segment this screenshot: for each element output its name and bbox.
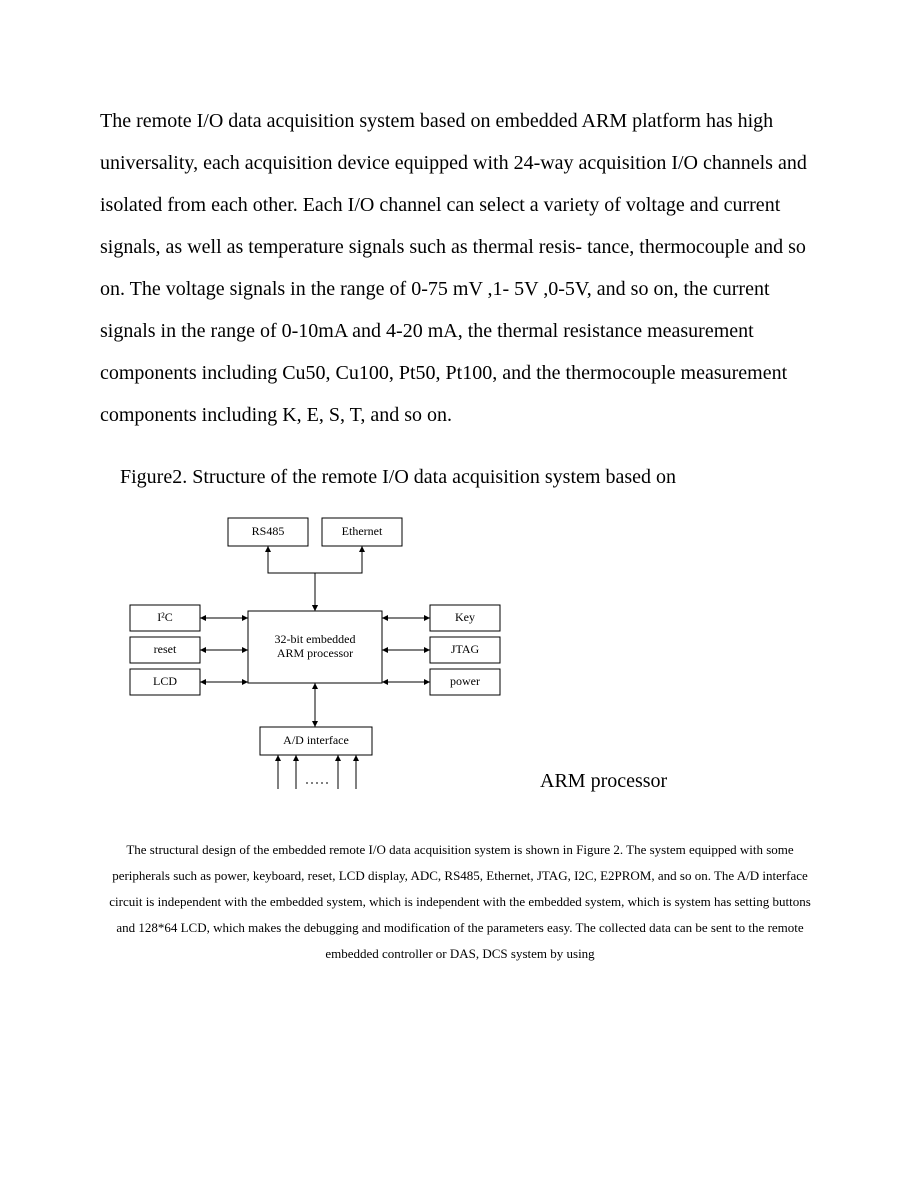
figure-caption: Figure2. Structure of the remote I/O dat… [100,466,820,489]
node-label-reset: reset [154,642,177,656]
node-label-lcd: LCD [153,674,177,688]
node-label-power: power [450,674,480,688]
node-label-cpu: 32-bit embedded [275,632,356,646]
node-label-i2c: I²C [157,610,173,624]
node-label-jtag: JTAG [451,642,480,656]
edge-rs485-cpu [268,546,315,611]
node-label-ether: Ethernet [342,524,383,538]
node-label-ad: A/D interface [283,733,349,747]
figure-area: RS485Ethernet32-bit embeddedARM processo… [100,503,820,813]
node-label-key: Key [455,610,475,624]
structural-description: The structural design of the embedded re… [100,837,820,967]
node-label-rs485: RS485 [252,524,285,538]
node-label-cpu: ARM processor [277,646,353,660]
block-diagram: RS485 Ethernet 32-bit embeddedARM processo… [100,503,530,813]
arm-processor-label: ARM processor [540,770,667,793]
edge-ether-cpu [315,546,362,611]
body-paragraph: The remote I/O data acquisition system b… [100,100,820,436]
